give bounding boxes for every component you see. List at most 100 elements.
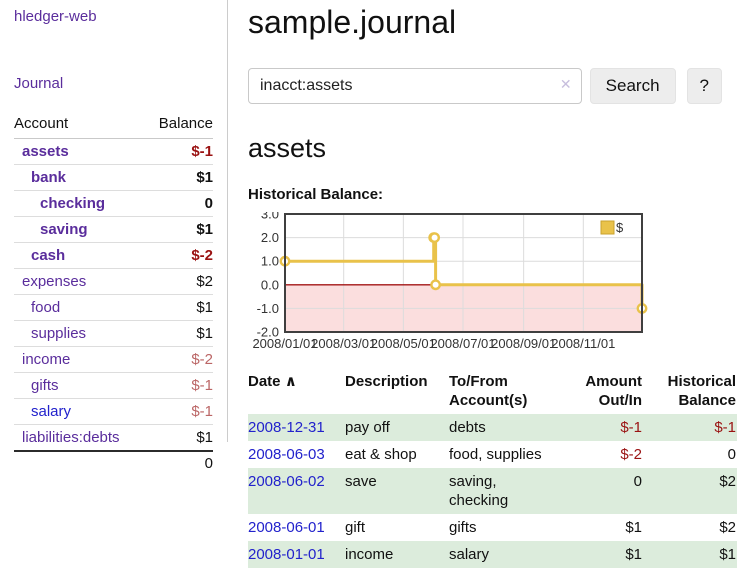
account-balance: $-2	[145, 346, 213, 373]
account-link-income[interactable]: income	[22, 351, 71, 368]
register-description: pay off	[345, 419, 390, 436]
register-accounts: gifts	[449, 519, 477, 536]
register-balance: $2	[719, 473, 736, 490]
register-description: eat & shop	[345, 446, 417, 463]
app: hledger-web Journal Account Balance asse…	[0, 0, 737, 568]
account-link-assets[interactable]: assets	[22, 143, 69, 160]
page-title: sample.journal	[248, 4, 457, 40]
account-link-food[interactable]: food	[31, 299, 61, 316]
register-accounts: debts	[449, 419, 486, 436]
account-balance: $1	[145, 294, 213, 321]
register-header-balance: Historical Balance	[667, 373, 736, 409]
account-row-cash: cash $-2	[14, 242, 213, 269]
register-accounts: salary	[449, 546, 490, 563]
search-box: ✕	[248, 68, 582, 104]
svg-text:3.0: 3.0	[261, 212, 279, 222]
accounts-header-account: Account	[14, 112, 146, 139]
accounts-total-spacer	[14, 450, 146, 475]
register-row: 2008-01-01 income salary $1 $1	[248, 541, 737, 568]
register-amount: $-1	[620, 419, 642, 436]
register-accounts: food, supplies	[449, 446, 542, 463]
register-header-date-label: Date	[248, 373, 281, 390]
accounts-header-balance: Balance	[145, 112, 213, 139]
register-header-description: Description	[345, 373, 428, 390]
svg-text:-2.0: -2.0	[257, 325, 279, 340]
register-description: save	[345, 473, 377, 490]
register-date-link[interactable]: 2008-01-01	[248, 546, 325, 563]
register-amount: $-2	[620, 446, 642, 463]
account-balance: $2	[145, 268, 213, 295]
account-row-saving: saving $1	[14, 216, 213, 243]
search-input[interactable]	[248, 68, 582, 104]
account-balance: $-1	[145, 372, 213, 399]
clear-search-icon[interactable]: ✕	[559, 76, 572, 92]
account-balance: $-1	[145, 398, 213, 425]
account-link-saving[interactable]: saving	[40, 221, 88, 238]
register-row: 2008-06-02 save saving, checking 0 $2	[248, 468, 737, 514]
register-date-link[interactable]: 2008-06-02	[248, 473, 325, 490]
account-row-gifts: gifts $-1	[14, 372, 213, 399]
account-row-food: food $1	[14, 294, 213, 321]
account-balance: $1	[145, 164, 213, 191]
register-accounts: saving, checking	[449, 473, 509, 509]
svg-text:2008/05/01: 2008/05/01	[371, 336, 436, 351]
register-row: 2008-06-01 gift gifts $1 $2	[248, 514, 737, 541]
account-row-salary: salary $-1	[14, 398, 213, 425]
accounts-table: Account Balance assets $-1 bank $1 checking 0…	[14, 112, 213, 475]
register-header-row: Date ∧ Description To/From Account(s) Am…	[248, 370, 737, 414]
account-balance: $1	[145, 216, 213, 243]
account-link-checking[interactable]: checking	[40, 195, 106, 212]
account-balance: $-2	[145, 242, 213, 269]
register-description: gift	[345, 519, 366, 536]
register-header-amount: Amount Out/In	[585, 373, 642, 409]
svg-text:$: $	[616, 220, 624, 235]
register-description: income	[345, 546, 394, 563]
account-row-supplies: supplies $1	[14, 320, 213, 347]
register-header-accounts: To/From Account(s)	[449, 373, 528, 409]
account-link-bank[interactable]: bank	[31, 169, 67, 186]
register-amount: $1	[625, 546, 642, 563]
account-link-supplies[interactable]: supplies	[31, 325, 87, 342]
svg-text:-1.0: -1.0	[257, 301, 279, 316]
account-balance: $-1	[145, 138, 213, 165]
search-button[interactable]: Search	[589, 68, 676, 104]
svg-text:2008/01/01: 2008/01/01	[252, 336, 317, 351]
account-row-bank: bank $1	[14, 164, 213, 191]
account-balance: $1	[196, 429, 213, 446]
account-link-cash[interactable]: cash	[31, 247, 66, 264]
register-balance: $2	[719, 519, 736, 536]
svg-text:0.0: 0.0	[261, 277, 279, 292]
app-title-link[interactable]: hledger-web	[14, 8, 97, 25]
account-balance: 0	[145, 190, 213, 217]
sort-ascending-icon: ∧	[284, 373, 297, 390]
account-link-expenses[interactable]: expenses	[22, 273, 87, 290]
svg-text:2008/09/01: 2008/09/01	[491, 336, 556, 351]
svg-text:2008/03/01: 2008/03/01	[311, 336, 376, 351]
help-button[interactable]: ?	[686, 68, 722, 104]
register-row: 2008-06-03 eat & shop food, supplies $-2 0	[248, 441, 737, 468]
register-date-link[interactable]: 2008-12-31	[248, 419, 325, 436]
search-form: ✕ Search ?	[248, 68, 722, 104]
account-row-expenses: expenses $2	[14, 268, 213, 295]
register-date-link[interactable]: 2008-06-01	[248, 519, 325, 536]
accounts-total-value: 0	[145, 450, 213, 475]
main-content: sample.journal ✕ Search ? assets Histori…	[228, 0, 737, 568]
account-link-salary[interactable]: salary	[31, 403, 72, 420]
account-link-gifts[interactable]: gifts	[31, 377, 59, 394]
accounts-total-row: 0	[14, 450, 213, 475]
sidebar-item-journal[interactable]: Journal	[14, 75, 64, 92]
chart-title: Historical Balance:	[248, 186, 384, 203]
register-amount: 0	[633, 473, 642, 490]
account-heading: assets	[248, 133, 327, 163]
register-header-date[interactable]: Date ∧	[248, 370, 345, 414]
svg-text:1.0: 1.0	[261, 254, 279, 269]
account-balance: $1	[145, 320, 213, 347]
sidebar: hledger-web Journal Account Balance asse…	[0, 0, 228, 475]
register-balance: $-1	[714, 419, 736, 436]
register-date-link[interactable]: 2008-06-03	[248, 446, 325, 463]
accounts-header-row: Account Balance	[14, 112, 213, 139]
svg-text:2008/07/01: 2008/07/01	[430, 336, 495, 351]
svg-text:2.0: 2.0	[261, 230, 279, 245]
register-balance: $1	[719, 546, 736, 563]
account-link-liabilities-debts[interactable]: liabilities:debts	[22, 429, 120, 446]
